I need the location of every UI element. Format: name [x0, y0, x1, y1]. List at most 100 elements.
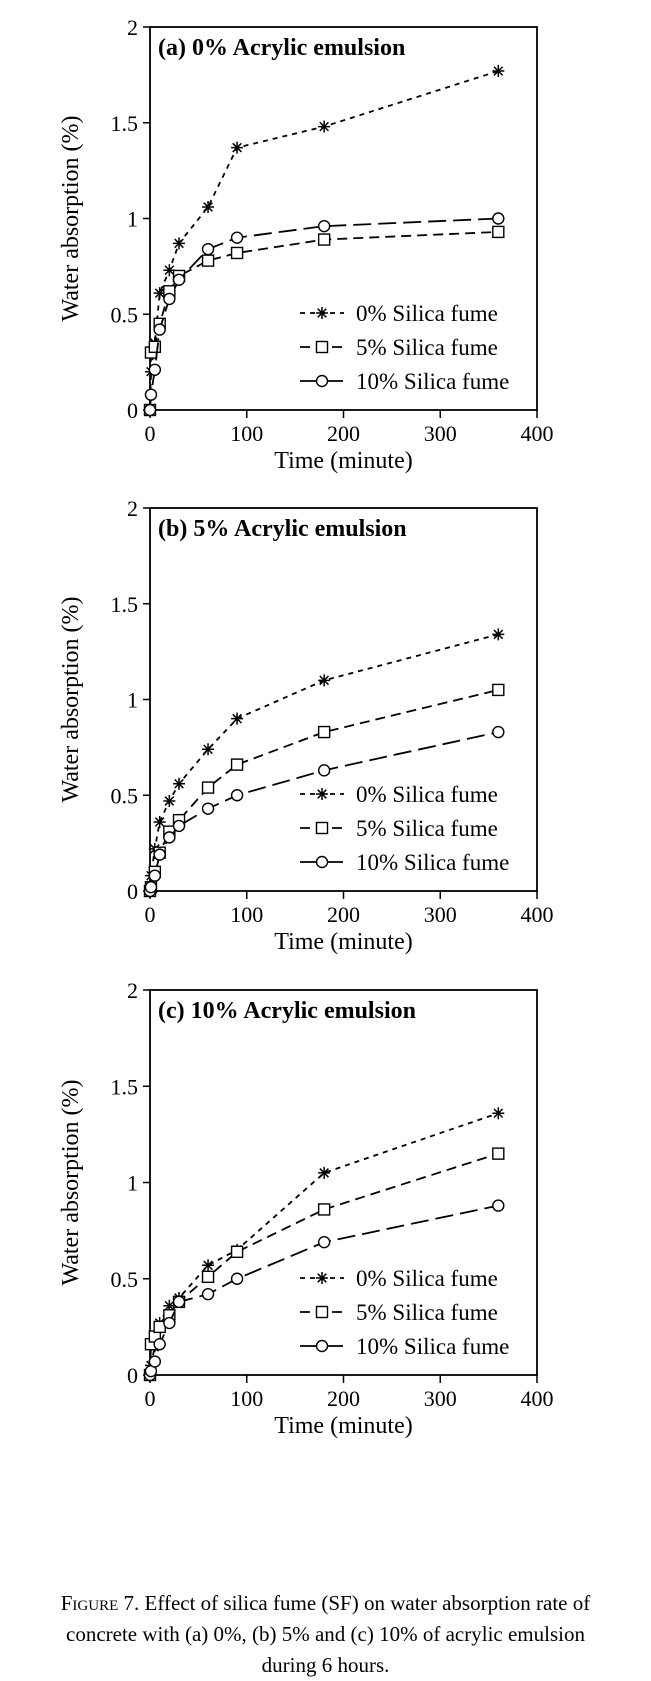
series-3-point-1 — [143, 403, 157, 417]
y-axis-label: Water absorption (%) — [58, 116, 84, 322]
series-1-point-6 — [173, 237, 186, 250]
series-3-point-3 — [148, 1355, 162, 1368]
series-1-point-1 — [316, 1272, 328, 1284]
series-2-point-9 — [317, 233, 331, 246]
legend-label: 5% Silica fume — [356, 335, 498, 360]
y-tick-label: 1.5 — [111, 111, 139, 136]
series-1-point-9 — [318, 120, 331, 133]
chart-panel-1: 0 100 200 300 400 0 0.5 1 1.5 2 Time (minute) Water… — [58, 15, 554, 474]
series-3-point-2 — [144, 880, 158, 894]
series-3-point-7 — [201, 802, 215, 815]
x-tick-label: 100 — [230, 421, 263, 446]
x-tick-label: 300 — [424, 1386, 457, 1411]
series-3-point-10 — [492, 1199, 505, 1212]
x-tick-label: 200 — [327, 421, 360, 446]
y-tick-label: 1.5 — [111, 592, 139, 617]
x-tick-label: 0 — [145, 1386, 156, 1411]
y-axis-label: Water absorption (%) — [58, 597, 84, 803]
legend-label: 0% Silica fume — [356, 782, 498, 807]
y-tick-label: 1 — [127, 207, 138, 232]
legend-item-3: 10% Silica fume — [300, 850, 509, 875]
series-1-point-5 — [163, 794, 176, 807]
series-1-point-9 — [318, 1166, 331, 1179]
series-3-point-9 — [317, 1235, 331, 1249]
x-axis-label: Time (minute) — [274, 929, 412, 955]
chart-panel-3: 0 100 200 300 400 0 0.5 1 1.5 2 Time (minute) Water… — [58, 978, 554, 1439]
x-tick-label: 400 — [521, 1386, 554, 1411]
series-2-point-9 — [317, 1203, 331, 1216]
series-3-point-3 — [148, 363, 162, 376]
y-tick-label: 2 — [127, 978, 138, 1003]
series-2-point-10 — [492, 683, 505, 697]
y-tick-label: 2 — [127, 15, 138, 40]
series-1-point-9 — [318, 674, 331, 687]
y-tick-label: 2 — [127, 496, 138, 521]
series-1-point-10 — [492, 628, 505, 641]
series-1-point-8 — [231, 712, 244, 725]
y-tick-label: 1.5 — [111, 1074, 139, 1099]
legend-item-2: 5% Silica fume — [300, 816, 498, 841]
series-3-point-8 — [230, 789, 244, 802]
series-3-point-9 — [317, 764, 331, 777]
series-1-point-4 — [153, 816, 166, 829]
series-3-point-6 — [172, 1295, 186, 1309]
series-3-point-5 — [163, 292, 176, 306]
legend-item-2: 5% Silica fume — [300, 335, 498, 360]
series-1-point-1 — [316, 788, 328, 800]
y-tick-label: 0 — [127, 879, 138, 904]
y-tick-label: 0 — [127, 1363, 138, 1388]
legend-label: 10% Silica fume — [356, 850, 509, 875]
series-2-point-3 — [148, 340, 162, 354]
series-1-point-4 — [153, 287, 166, 300]
series-3-point-7 — [201, 1287, 215, 1301]
series-3-point-5 — [163, 1316, 176, 1330]
legend-item-3: 10% Silica fume — [300, 1334, 509, 1359]
legend-label: 0% Silica fume — [356, 1266, 498, 1291]
x-tick-label: 300 — [424, 902, 457, 927]
x-tick-label: 0 — [145, 902, 156, 927]
series-1-point-10 — [492, 65, 505, 78]
series-3-point-1 — [315, 855, 329, 869]
series-3-point-4 — [153, 323, 166, 336]
figure-caption-lead: Figure 7. — [60, 1591, 140, 1615]
series-2-point-7 — [201, 1270, 215, 1284]
legend-label: 0% Silica fume — [356, 301, 498, 326]
legend-label: 5% Silica fume — [356, 1300, 498, 1325]
chart-title: (a) 0% Acrylic emulsion — [158, 35, 405, 61]
legend-item-1: 0% Silica fume — [300, 1266, 498, 1291]
series-3-point-3 — [148, 869, 162, 882]
series-1-point-7 — [202, 201, 215, 214]
x-tick-label: 200 — [327, 902, 360, 927]
y-axis-label: Water absorption (%) — [58, 1080, 84, 1286]
x-tick-label: 100 — [230, 902, 263, 927]
series-2-point-7 — [201, 254, 215, 267]
x-tick-label: 400 — [521, 421, 554, 446]
legend-item-3: 10% Silica fume — [300, 369, 509, 394]
y-tick-label: 0 — [127, 398, 138, 423]
x-tick-label: 100 — [230, 1386, 263, 1411]
series-3-point-7 — [201, 242, 215, 256]
series-3-point-2 — [144, 388, 158, 401]
y-tick-label: 0.5 — [111, 302, 139, 327]
legend-item-1: 0% Silica fume — [300, 301, 498, 326]
series-1-point-6 — [173, 777, 186, 790]
series-3-point-10 — [492, 725, 505, 739]
legend-item-2: 5% Silica fume — [300, 1300, 498, 1325]
series-3-point-6 — [172, 819, 186, 833]
series-1-point-7 — [202, 1259, 215, 1272]
series-3-point-6 — [172, 273, 186, 286]
series-2-point-1 — [315, 340, 329, 354]
series-3-point-1 — [315, 374, 329, 388]
legend-label: 10% Silica fume — [356, 369, 509, 394]
series-2-point-9 — [317, 725, 331, 739]
series-2-point-8 — [230, 246, 244, 260]
x-axis-label: Time (minute) — [274, 1413, 412, 1439]
y-tick-label: 1 — [127, 688, 138, 713]
series-2-point-1 — [315, 1305, 329, 1319]
legend-label: 5% Silica fume — [356, 816, 498, 841]
legend-label: 10% Silica fume — [356, 1334, 509, 1359]
chart-title: (c) 10% Acrylic emulsion — [158, 998, 416, 1024]
chart-panel-2: 0 100 200 300 400 0 0.5 1 1.5 2 Time (minute) Water… — [58, 496, 554, 955]
figure-caption-line-1: Figure 7. Effect of silica fume (SF) on … — [0, 1588, 651, 1619]
